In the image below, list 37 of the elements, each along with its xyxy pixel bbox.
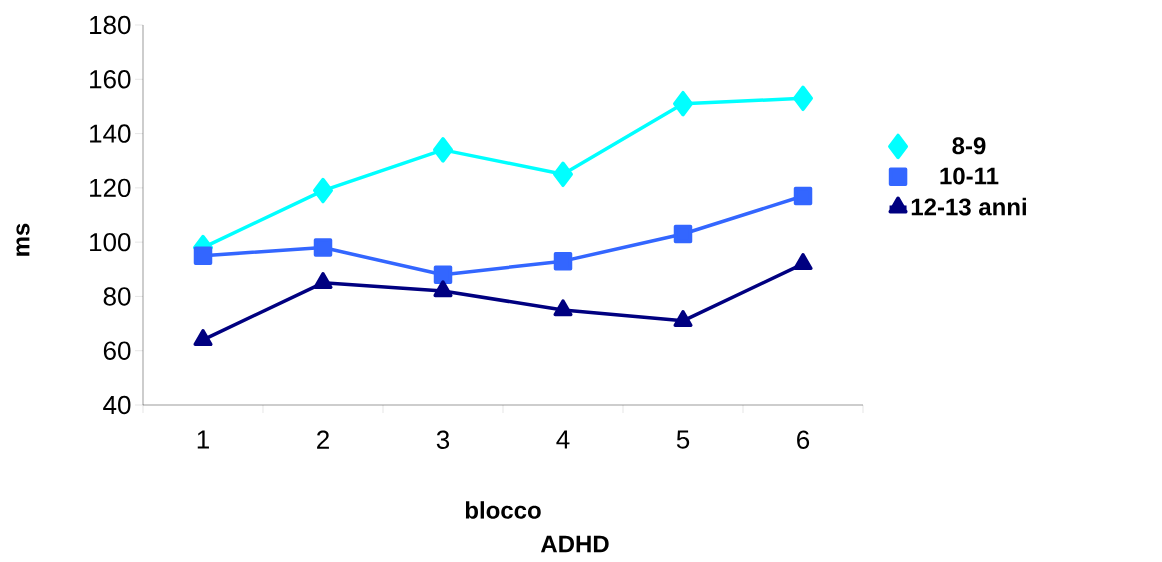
y-tick-label: 40: [103, 395, 131, 415]
point: [193, 329, 213, 347]
y-tick-label: 100: [90, 232, 131, 252]
point: [313, 238, 333, 257]
x-tick-label: 4: [556, 430, 570, 449]
x-tick-label: 1: [197, 430, 209, 449]
text: ADHD: [540, 535, 609, 553]
y-axis-title: ms: [16, 223, 30, 256]
point: [793, 85, 814, 112]
point: [553, 251, 573, 271]
y-tick-label: 140: [90, 124, 131, 143]
point: [553, 161, 573, 188]
point: [673, 224, 693, 244]
y-tick-label: 180: [90, 15, 131, 35]
point: [193, 246, 213, 265]
point: [553, 299, 573, 317]
point: [433, 280, 453, 298]
point: [433, 265, 453, 284]
legend-label: 8-9: [952, 137, 986, 155]
y-tick-label: 60: [103, 341, 131, 360]
point: [793, 253, 813, 271]
point: [673, 90, 693, 117]
point: [673, 310, 693, 328]
point: [313, 272, 333, 290]
point: [793, 186, 813, 206]
point: [313, 177, 333, 204]
y-tick-label: 160: [90, 70, 131, 89]
x-axis-title: blocco: [465, 501, 541, 519]
x-tick-label: 6: [797, 430, 810, 449]
x-tick-label: 2: [317, 430, 329, 449]
legend-label: 12-13 anni: [911, 197, 1026, 216]
legend-label: 10-11: [940, 167, 999, 185]
x-tick-label: 3: [436, 430, 450, 449]
y-tick-label: 120: [90, 178, 131, 198]
point: [433, 137, 453, 163]
x-tick-label: 5: [676, 430, 690, 449]
y-tick-label: 80: [103, 287, 131, 306]
